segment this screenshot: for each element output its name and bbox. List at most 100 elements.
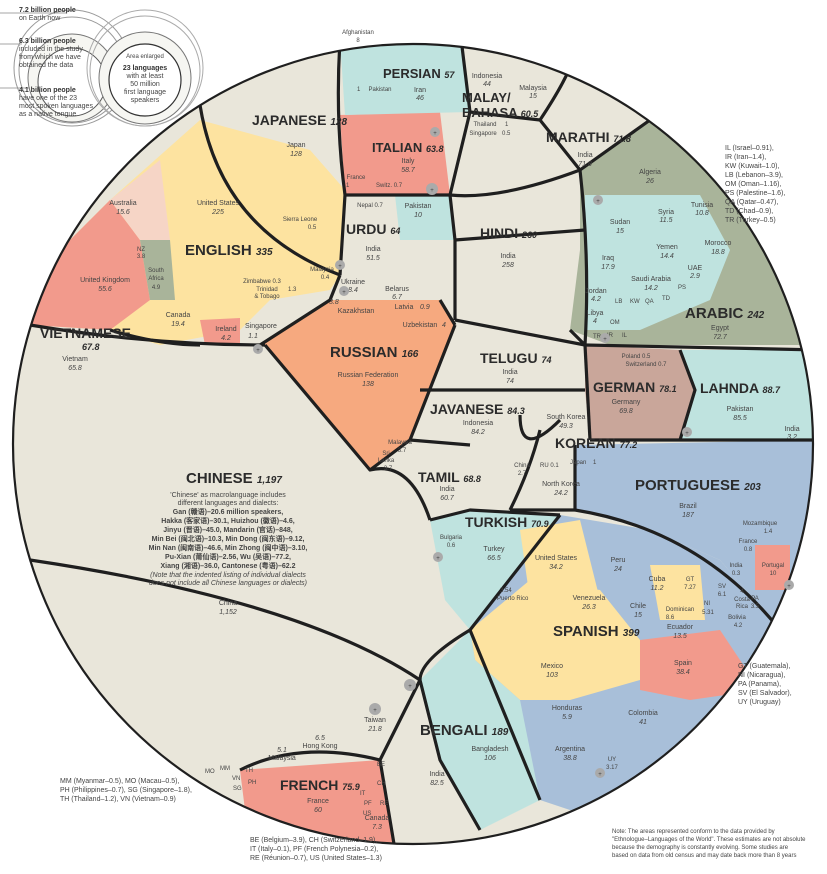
legend-native-desc: most spoken languages xyxy=(19,103,93,110)
chinese-dialect: Pu-Xian (莆仙语)–2.56, Wu (吴语)–77.2, xyxy=(165,552,291,561)
region-borders xyxy=(29,44,813,844)
region-bengali xyxy=(420,630,540,830)
french-france: France xyxy=(307,798,329,805)
korean-japan: Japan xyxy=(570,460,586,466)
arabic-algeria-value: 26 xyxy=(645,178,654,185)
russian-federation: Russian Federation xyxy=(338,372,399,379)
chinese-note: does not include all Chinese languages o… xyxy=(149,580,307,587)
marathi-india: India xyxy=(577,152,592,159)
spanish-bolivia: Bolivia xyxy=(728,615,746,621)
region-lahnda xyxy=(680,350,813,440)
label-vietnamese-total: 67.8 xyxy=(82,342,100,352)
legend-inner-text: speakers xyxy=(131,97,160,104)
chinese-dialect: Min Nan (闽南语)–46.6, Min Zhong (闽中语)–3.10… xyxy=(149,543,308,552)
code-line: BE (Belgium–3.9), CH (Switzerland–1.9), xyxy=(250,837,378,844)
code-line: RE (Réunion–0.7), US (United States–1.3) xyxy=(250,855,382,862)
spanish-spain-value: 38.4 xyxy=(676,669,690,676)
tamil-sri-lanka: Lanka xyxy=(378,458,395,464)
plus-icon: + xyxy=(436,556,440,562)
plus-markers: + + + + + + + + + + + + + xyxy=(253,127,794,778)
chinese-note: 'Chinese' as macrolanguage includes xyxy=(170,492,286,499)
persian-iran-value: 46 xyxy=(416,95,424,102)
legend-inner-text: 23 languages xyxy=(123,65,167,72)
english-sa: Africa xyxy=(148,276,164,282)
tamil-malaysia: Malaysia xyxy=(388,440,412,446)
spanish-honduras: Honduras xyxy=(552,705,583,712)
legend-native-desc: as a native tongue xyxy=(19,111,76,118)
korean-china: China xyxy=(514,463,530,469)
label-korean: KOREAN 77.2 xyxy=(555,435,637,451)
spanish-costa-rica: Costa xyxy=(734,597,750,603)
code-line: PH (Philippines–0.7), SG (Singapore–1.8)… xyxy=(60,787,192,794)
code-line: MM (Myanmar–0.5), MO (Macau–0.5), xyxy=(60,778,180,785)
region-spain xyxy=(640,630,760,700)
spanish-us-value: 34.2 xyxy=(549,564,563,571)
english-canada: Canada xyxy=(166,312,191,319)
english-canada-value: 19.4 xyxy=(171,321,185,328)
label-malay-2: BAHASA 60.5 xyxy=(462,105,539,120)
chinese-note: different languages and dialects: xyxy=(178,500,279,507)
portuguese-portugal: Portugal xyxy=(762,563,784,569)
spanish-uy-value: 3.17 xyxy=(606,765,618,771)
english-us-value: 225 xyxy=(211,209,224,216)
arabic-uae: UAE xyxy=(688,265,703,272)
english-singapore: Singapore xyxy=(245,323,277,330)
english-sierra-leone-value: 0.5 xyxy=(308,225,317,231)
arabic-td: TD xyxy=(662,296,671,302)
label-spanish: SPANISH 399 xyxy=(553,623,640,640)
arabic-jordan-value: 4.2 xyxy=(591,296,601,303)
french-it: IT xyxy=(360,791,366,797)
turkish-bulgaria: Bulgaria xyxy=(440,535,463,541)
persian-pakistan: Pakistan xyxy=(368,87,391,93)
persian-pakistan-value: 1 xyxy=(357,87,361,93)
malay-malaysia-value: 15 xyxy=(529,93,537,100)
korean-china-value: 2.7 xyxy=(518,471,527,477)
bengali-bangladesh-value: 106 xyxy=(484,755,496,762)
label-german: GERMAN 78.1 xyxy=(593,379,677,395)
persian-afghanistan-value: 8 xyxy=(356,38,360,44)
turkish-turkey-value: 66.5 xyxy=(487,555,501,562)
urdu-india: India xyxy=(365,246,380,253)
korean-japan-value: 1 xyxy=(593,460,597,466)
code-line: TH (Thailand–1.2), VN (Vietnam–0.9) xyxy=(60,796,176,803)
code-line: PA (Panama), xyxy=(738,681,782,688)
italian-italy-value: 58.7 xyxy=(401,167,416,174)
portuguese-mozambique-value: 1.4 xyxy=(764,529,773,535)
russian-belarus: Belarus xyxy=(385,286,409,293)
portuguese-brazil: Brazil xyxy=(679,503,697,510)
russian-latvia: Latvia xyxy=(395,304,414,311)
arabic-egypt-value: 72.7 xyxy=(713,334,728,341)
label-hindi: HINDI 260 xyxy=(480,225,537,241)
arabic-code-key: IL (Israel–0.91), IR (Iran–1.4), KW (Kuw… xyxy=(725,144,825,225)
spanish-cuba: Cuba xyxy=(649,576,666,583)
chinese-code-key: MM (Myanmar–0.5), MO (Macau–0.5), PH (Ph… xyxy=(60,777,240,804)
arabic-yemen-value: 14.4 xyxy=(660,253,674,260)
spanish-costa-rica: Rica xyxy=(736,604,749,610)
chinese-vn: VN xyxy=(232,776,240,782)
region-italian xyxy=(340,112,450,195)
chinese-th: TH xyxy=(245,768,253,774)
plus-icon: + xyxy=(603,337,607,343)
malay-indonesia: Indonesia xyxy=(472,73,502,80)
arabic-sudan-value: 15 xyxy=(616,228,624,235)
chinese-taiwan: Taiwan xyxy=(364,717,386,724)
arabic-jordan: Jordan xyxy=(585,288,607,295)
italian-france-value: 1 xyxy=(346,183,350,189)
english-nz: NZ xyxy=(137,247,145,253)
spanish-gt-value: 7.27 xyxy=(684,585,696,591)
arabic-tunisia: Tunisia xyxy=(691,202,713,209)
spanish-uy: UY xyxy=(608,757,616,763)
tamil-malaysia-value: 3.7 xyxy=(398,448,407,454)
spanish-colombia: Colombia xyxy=(628,710,658,717)
persian-afghanistan: Afghanistan xyxy=(342,30,374,36)
legend-inner-text: with at least xyxy=(126,73,164,80)
plus-icon: + xyxy=(373,708,377,714)
plus-icon: + xyxy=(342,290,346,296)
chinese-hk: Hong Kong xyxy=(302,743,337,750)
region-arabic-light xyxy=(585,195,730,330)
label-tamil: TAMIL 68.8 xyxy=(418,469,481,485)
persian-iran: Iran xyxy=(414,87,426,94)
plus-icon: + xyxy=(598,772,602,778)
region-cuba-gt xyxy=(650,565,705,620)
korean-north-value: 24.2 xyxy=(553,490,568,497)
